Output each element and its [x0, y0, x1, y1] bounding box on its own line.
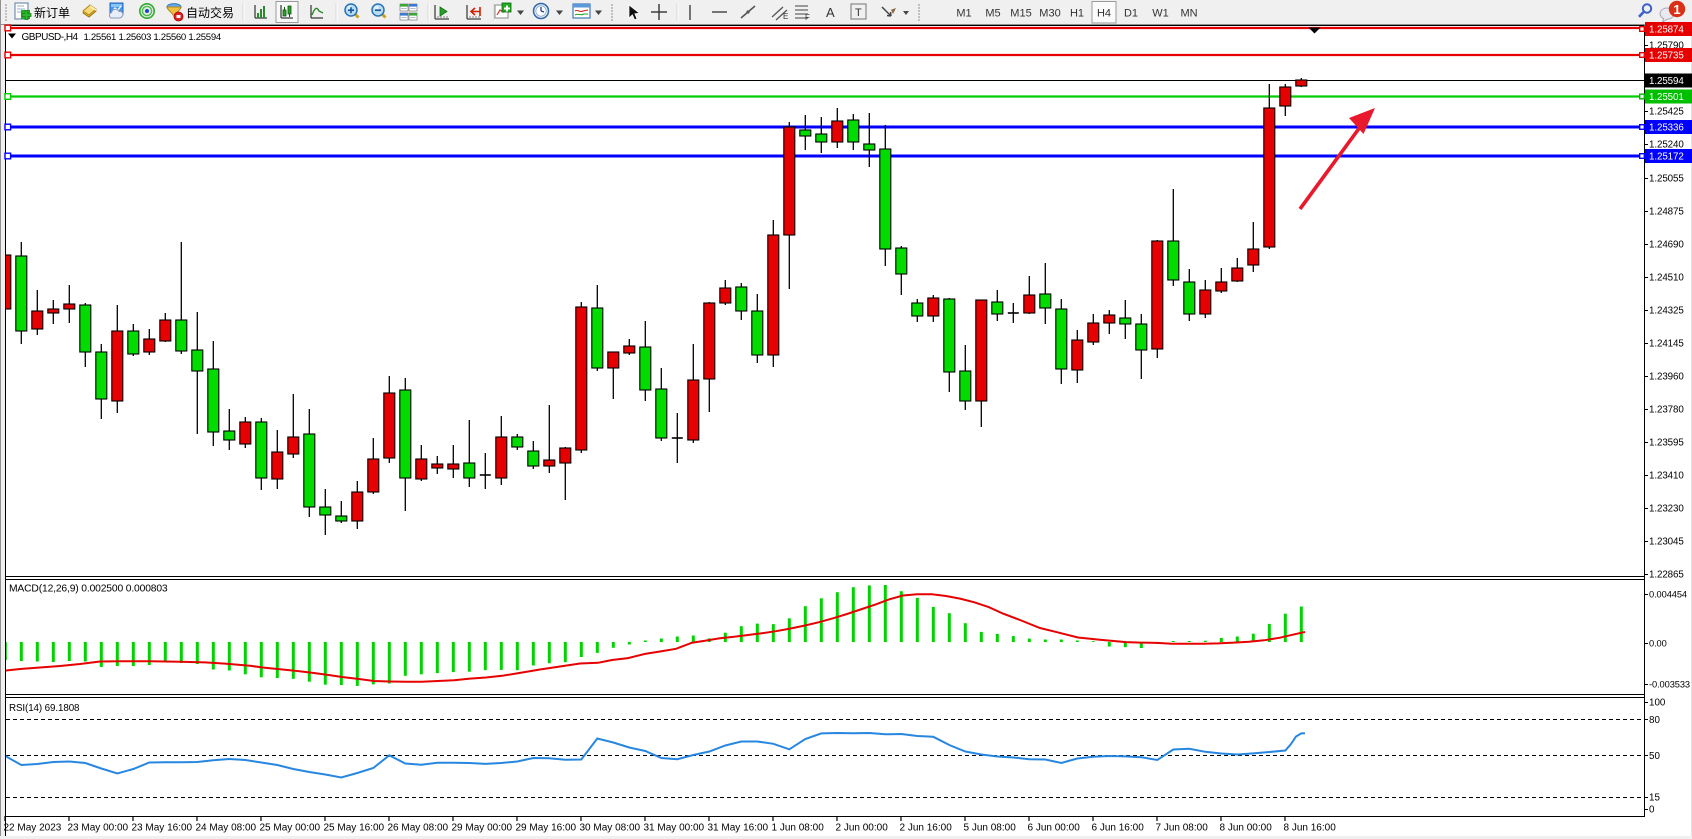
svg-text:31 May 16:00: 31 May 16:00: [708, 823, 769, 834]
svg-text:M5: M5: [985, 8, 1000, 20]
svg-text:2 Jun 00:00: 2 Jun 00:00: [836, 823, 889, 834]
svg-text:0.004454: 0.004454: [1649, 590, 1687, 600]
svg-text:1 Jun 08:00: 1 Jun 08:00: [772, 823, 825, 834]
svg-text:W1: W1: [1152, 8, 1169, 20]
svg-text:RSI(14) 69.1808: RSI(14) 69.1808: [9, 703, 80, 714]
svg-text:80: 80: [1649, 715, 1660, 726]
svg-text:100: 100: [1649, 698, 1666, 709]
svg-text:1.23045: 1.23045: [1649, 537, 1684, 548]
svg-text:6 Jun 00:00: 6 Jun 00:00: [1028, 823, 1081, 834]
svg-text:A: A: [826, 5, 835, 20]
svg-text:新订单: 新订单: [34, 5, 70, 20]
svg-text:M1: M1: [956, 8, 971, 20]
svg-text:25 May 00:00: 25 May 00:00: [260, 823, 321, 834]
svg-text:M15: M15: [1010, 8, 1031, 20]
svg-text:-0.003533: -0.003533: [1649, 680, 1690, 690]
svg-text:1.24325: 1.24325: [1649, 306, 1684, 317]
svg-text:2 Jun 16:00: 2 Jun 16:00: [900, 823, 953, 834]
svg-text:0.00: 0.00: [1649, 639, 1667, 649]
svg-text:MN: MN: [1180, 8, 1197, 20]
svg-text:50: 50: [1649, 751, 1660, 762]
svg-text:T: T: [855, 7, 862, 19]
svg-text:1.25240: 1.25240: [1649, 140, 1684, 151]
svg-text:23 May 00:00: 23 May 00:00: [68, 823, 129, 834]
svg-text:6 Jun 16:00: 6 Jun 16:00: [1092, 823, 1145, 834]
svg-text:GBPUSD-,H4: GBPUSD-,H4: [22, 32, 79, 43]
svg-text:1.23780: 1.23780: [1649, 405, 1684, 416]
svg-text:1.25594: 1.25594: [1649, 76, 1684, 87]
svg-text:8 Jun 16:00: 8 Jun 16:00: [1284, 823, 1337, 834]
svg-text:22 May 2023: 22 May 2023: [4, 823, 62, 834]
svg-text:1.24875: 1.24875: [1649, 207, 1684, 218]
svg-text:29 May 16:00: 29 May 16:00: [516, 823, 577, 834]
svg-text:25 May 16:00: 25 May 16:00: [324, 823, 385, 834]
svg-text:MACD(12,26,9) 0.002500 0.00080: MACD(12,26,9) 0.002500 0.000803: [9, 584, 168, 595]
svg-text:31 May 00:00: 31 May 00:00: [644, 823, 705, 834]
svg-text:29 May 00:00: 29 May 00:00: [452, 823, 513, 834]
svg-text:1.23410: 1.23410: [1649, 471, 1684, 482]
svg-text:8 Jun 00:00: 8 Jun 00:00: [1220, 823, 1273, 834]
svg-text:23 May 16:00: 23 May 16:00: [132, 823, 193, 834]
svg-text:24 May 08:00: 24 May 08:00: [196, 823, 257, 834]
svg-text:1.25055: 1.25055: [1649, 174, 1684, 185]
svg-text:1.25561 1.25603 1.25560 1.2559: 1.25561 1.25603 1.25560 1.25594: [84, 32, 222, 43]
svg-text:H1: H1: [1070, 8, 1084, 20]
svg-text:15: 15: [1649, 793, 1660, 804]
svg-text:H4: H4: [1097, 8, 1111, 20]
svg-text:E: E: [783, 12, 788, 21]
svg-text:1.25735: 1.25735: [1649, 51, 1684, 62]
svg-text:D1: D1: [1124, 8, 1138, 20]
svg-text:1: 1: [1673, 2, 1680, 17]
svg-text:1.25790: 1.25790: [1649, 41, 1684, 52]
svg-text:1.23960: 1.23960: [1649, 372, 1684, 383]
svg-text:7 Jun 08:00: 7 Jun 08:00: [1156, 823, 1209, 834]
svg-text:1.25874: 1.25874: [1649, 25, 1684, 36]
svg-text:F: F: [805, 13, 810, 22]
svg-text:5 Jun 08:00: 5 Jun 08:00: [964, 823, 1017, 834]
svg-text:0: 0: [1649, 805, 1655, 816]
svg-text:1.23595: 1.23595: [1649, 438, 1684, 449]
svg-text:26 May 08:00: 26 May 08:00: [388, 823, 449, 834]
svg-text:30 May 08:00: 30 May 08:00: [580, 823, 641, 834]
svg-text:1.25336: 1.25336: [1649, 123, 1684, 134]
svg-text:自动交易: 自动交易: [186, 5, 234, 20]
svg-text:1.25172: 1.25172: [1649, 152, 1684, 163]
svg-text:1.25501: 1.25501: [1649, 92, 1684, 103]
svg-text:1.24510: 1.24510: [1649, 273, 1684, 284]
svg-text:1.23230: 1.23230: [1649, 504, 1684, 515]
svg-text:M30: M30: [1039, 8, 1060, 20]
svg-text:1.24145: 1.24145: [1649, 339, 1684, 350]
svg-text:1.24690: 1.24690: [1649, 240, 1684, 251]
svg-text:1.25425: 1.25425: [1649, 107, 1684, 118]
svg-text:1.22865: 1.22865: [1649, 570, 1684, 581]
